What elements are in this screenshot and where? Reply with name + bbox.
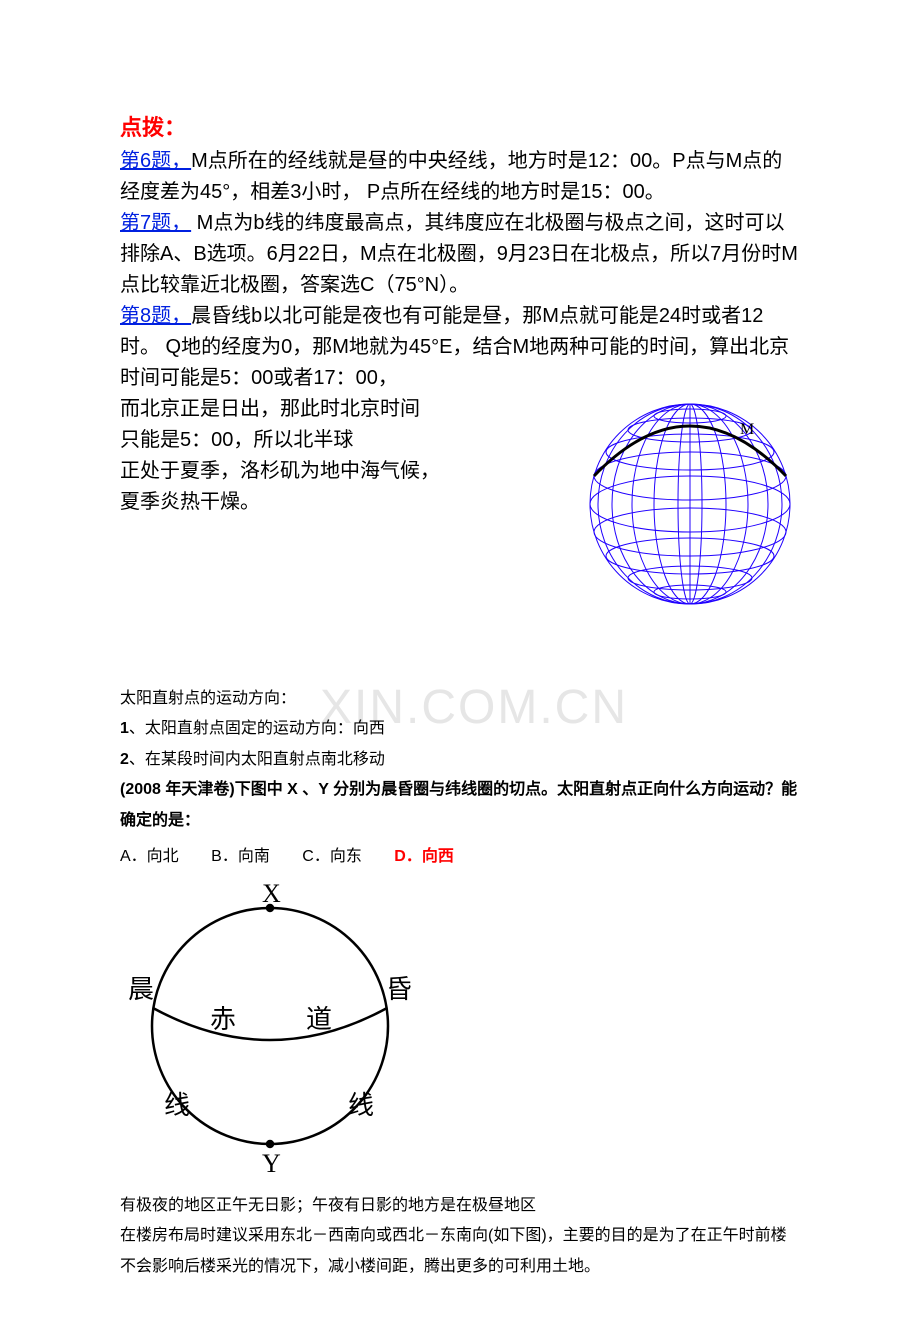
- choice-d: D．向西: [394, 842, 454, 866]
- diagram-label-x: X: [262, 879, 281, 908]
- diagram-label-y: Y: [262, 1149, 281, 1176]
- q8-text-d: 正处于夏季，洛杉矶为地中海气候，: [120, 460, 440, 482]
- diagram-label-dao: 道: [306, 1005, 332, 1034]
- tail-line2: 在楼房布局时建议采用东北－西南向或西北－东南向(如下图)，主要的目的是为了在正午…: [120, 1227, 787, 1274]
- section2-block: 太阳直射点的运动方向： 1、太阳直射点固定的运动方向：向西 2、在某段时间内太阳…: [120, 684, 800, 836]
- section2-title: 太阳直射点的运动方向：: [120, 690, 296, 707]
- explanation-block: 第6题，M点所在的经线就是昼的中央经线，地方时是12：00。P点与M点的经度差为…: [120, 146, 800, 394]
- q8-text-c: 只能是5：00，所以北半球: [120, 429, 353, 451]
- section2-line2-num: 2: [120, 751, 129, 768]
- q6-label: 第6题，: [120, 150, 191, 172]
- q8-text-b: 而北京正是日出，那此时北京时间: [120, 398, 420, 420]
- terminator-diagram: X Y 晨 昏 赤 道 线 线: [120, 876, 800, 1181]
- q8-text-e: 夏季炎热干燥。: [120, 491, 260, 513]
- section2-line2-text: 、在某段时间内太阳直射点南北移动: [129, 751, 385, 768]
- choice-b: B．向南: [211, 842, 270, 866]
- page-content: 点拨： 第6题，M点所在的经线就是昼的中央经线，地方时是12：00。P点与M点的…: [0, 0, 920, 1322]
- diagram-label-xian-l: 线: [164, 1091, 190, 1120]
- tail-block: 有极夜的地区正午无日影；午夜有日影的地方是在极昼地区 在楼房布局时建议采用东北－…: [120, 1191, 800, 1282]
- q8-label: 第8题，: [120, 305, 191, 327]
- diagram-label-xian-r: 线: [348, 1091, 374, 1120]
- tail-line1: 有极夜的地区正午无日影；午夜有日影的地方是在极昼地区: [120, 1197, 536, 1214]
- q7-text: M点为b线的纬度最高点，其纬度应在北极圈与极点之间，这时可以排除A、B选项。6月…: [120, 212, 798, 296]
- q7-label: 第7题，: [120, 212, 191, 234]
- q8-text-a: 晨昏线b以北可能是夜也有可能是昼，那M点就可能是24时或者12时。 Q地的经度为…: [120, 305, 789, 389]
- choice-a: A．向北: [120, 842, 179, 866]
- q6-text: M点所在的经线就是昼的中央经线，地方时是12：00。P点与M点的经度差为45°，…: [120, 150, 782, 203]
- section2-line1-num: 1: [120, 720, 129, 737]
- section2-line1-text: 、太阳直射点固定的运动方向：向西: [129, 720, 385, 737]
- exam-source: (2008 年天津卷): [120, 781, 235, 798]
- choice-c: C．向东: [302, 842, 362, 866]
- globe-diagram: M: [580, 394, 800, 614]
- globe-label-m: M: [740, 421, 754, 438]
- diagram-label-chi: 赤: [210, 1005, 236, 1034]
- choices-row: A．向北 B．向南 C．向东 D．向西: [120, 842, 800, 866]
- diagram-label-chen: 晨: [128, 975, 154, 1004]
- dianbo-heading: 点拨：: [120, 110, 800, 142]
- diagram-label-hun: 昏: [386, 975, 412, 1004]
